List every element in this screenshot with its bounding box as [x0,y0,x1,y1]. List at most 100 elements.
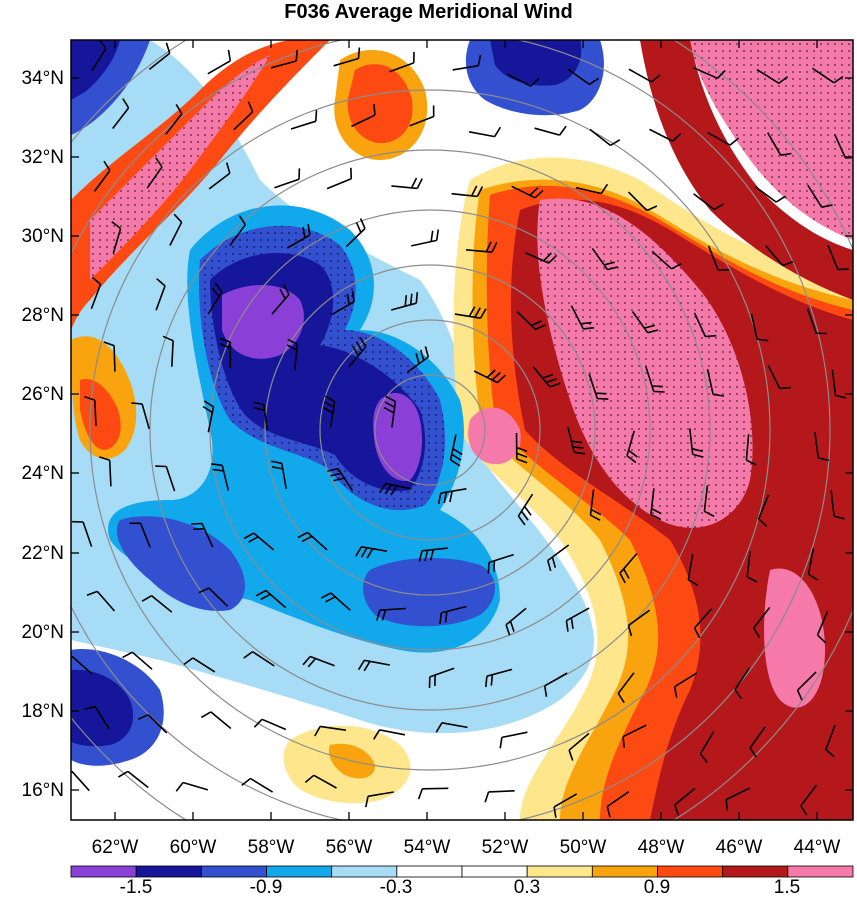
colorbar-box [396,865,463,878]
wind-barb [831,369,847,399]
wind-barb [379,482,412,496]
wind-barb [271,284,290,315]
wind-barb [322,395,336,428]
wind-barb [706,368,725,397]
wind-barb [693,193,724,211]
lat-label-16n: 16°N [22,780,64,801]
wind-barb [93,160,111,192]
lon-label-46w: 46°W [716,837,763,858]
wind-barb [516,310,546,331]
wind-barb [745,434,757,466]
wind-barb [807,184,833,208]
wind-barb [796,671,817,701]
lat-label-32n: 32°N [22,147,64,168]
lat-label-30n: 30°N [22,226,64,247]
wind-barb [190,522,214,548]
wind-barb [169,213,183,246]
wind-barb [812,67,844,84]
wind-barb [674,787,696,816]
wind-barb [507,73,540,87]
wind-barb [734,667,750,700]
wind-barb [591,247,619,271]
wind-barb [165,103,183,135]
colorbar-label-0-3: 0.3 [514,877,540,898]
wind-barb [137,713,168,734]
wind-barb [243,532,275,551]
wind-barb [198,587,229,607]
lat-label-34n: 34°N [22,68,64,89]
colorbar-label-m0-3: -0.3 [380,877,413,898]
wind-barb [348,337,367,368]
lon-label-54w: 54°W [404,837,451,858]
wind-barb [553,793,578,818]
wind-barb [270,460,287,490]
wind-barb [326,167,352,190]
wind-barb [207,49,232,75]
lon-label-52w: 52°W [482,837,529,858]
wind-barb [749,726,766,758]
wind-barb [84,706,110,730]
wind-barb [148,42,171,71]
wind-barb [162,335,174,367]
wind-barb [532,366,561,388]
wind-barb [389,51,415,73]
wind-barb [122,651,153,670]
wind-barb [155,278,166,311]
wind-barb [699,731,715,763]
wind-barb [750,313,769,342]
wind-barb [707,131,740,146]
wind-barb [547,544,570,572]
wind-barb [207,282,223,315]
wind-barb [219,337,232,369]
wind-barb [765,245,794,267]
wind-barb [435,722,468,733]
colorbar-box [135,865,202,878]
wind-barb [304,774,337,789]
dark-red-northeast-band [640,40,853,300]
lat-label-24n: 24°N [22,463,64,484]
wind-barb [327,467,354,491]
wind-barb [331,290,355,316]
wind-barb [90,276,102,310]
colorbar-box [657,865,724,878]
wind-barb [373,729,406,740]
wind-barb [437,488,467,505]
wind-barb [628,68,661,83]
wind-barb [255,589,287,609]
lat-label-22n: 22°N [22,543,64,564]
wind-barb [485,668,513,688]
colorbar-box [722,865,789,878]
wind-barb [650,488,662,521]
wind-barb [112,98,130,129]
wind-barb [320,592,351,611]
wind-barb [383,395,397,428]
lat-label-20n: 20°N [22,622,64,643]
wind-barb [575,183,609,195]
wind-barb [390,292,419,311]
wind-barb [141,595,173,613]
map-title: F036 Average Meridional Wind [284,1,573,23]
wind-barb [253,718,287,731]
wind-barb [622,724,647,748]
plot-frame [70,39,854,821]
wind-barb [418,547,448,562]
colorbar-box [266,865,333,878]
wind-barb [703,485,715,518]
wind-barb [391,177,423,190]
wind-barb [91,40,107,72]
lat-label-18n: 18°N [22,701,64,722]
wind-barb [746,551,758,583]
wind-barb [270,49,298,69]
wind-barb [517,493,534,526]
wind-barb [589,128,621,147]
wind-barb [71,655,93,675]
wind-barb [451,185,484,198]
wind-barb [314,725,347,737]
wind-barb [72,520,93,547]
wind-barb [689,428,704,458]
colorbar [70,865,854,878]
wind-barb [645,366,665,393]
wind-barb [534,125,567,136]
wind-barb [468,126,502,138]
